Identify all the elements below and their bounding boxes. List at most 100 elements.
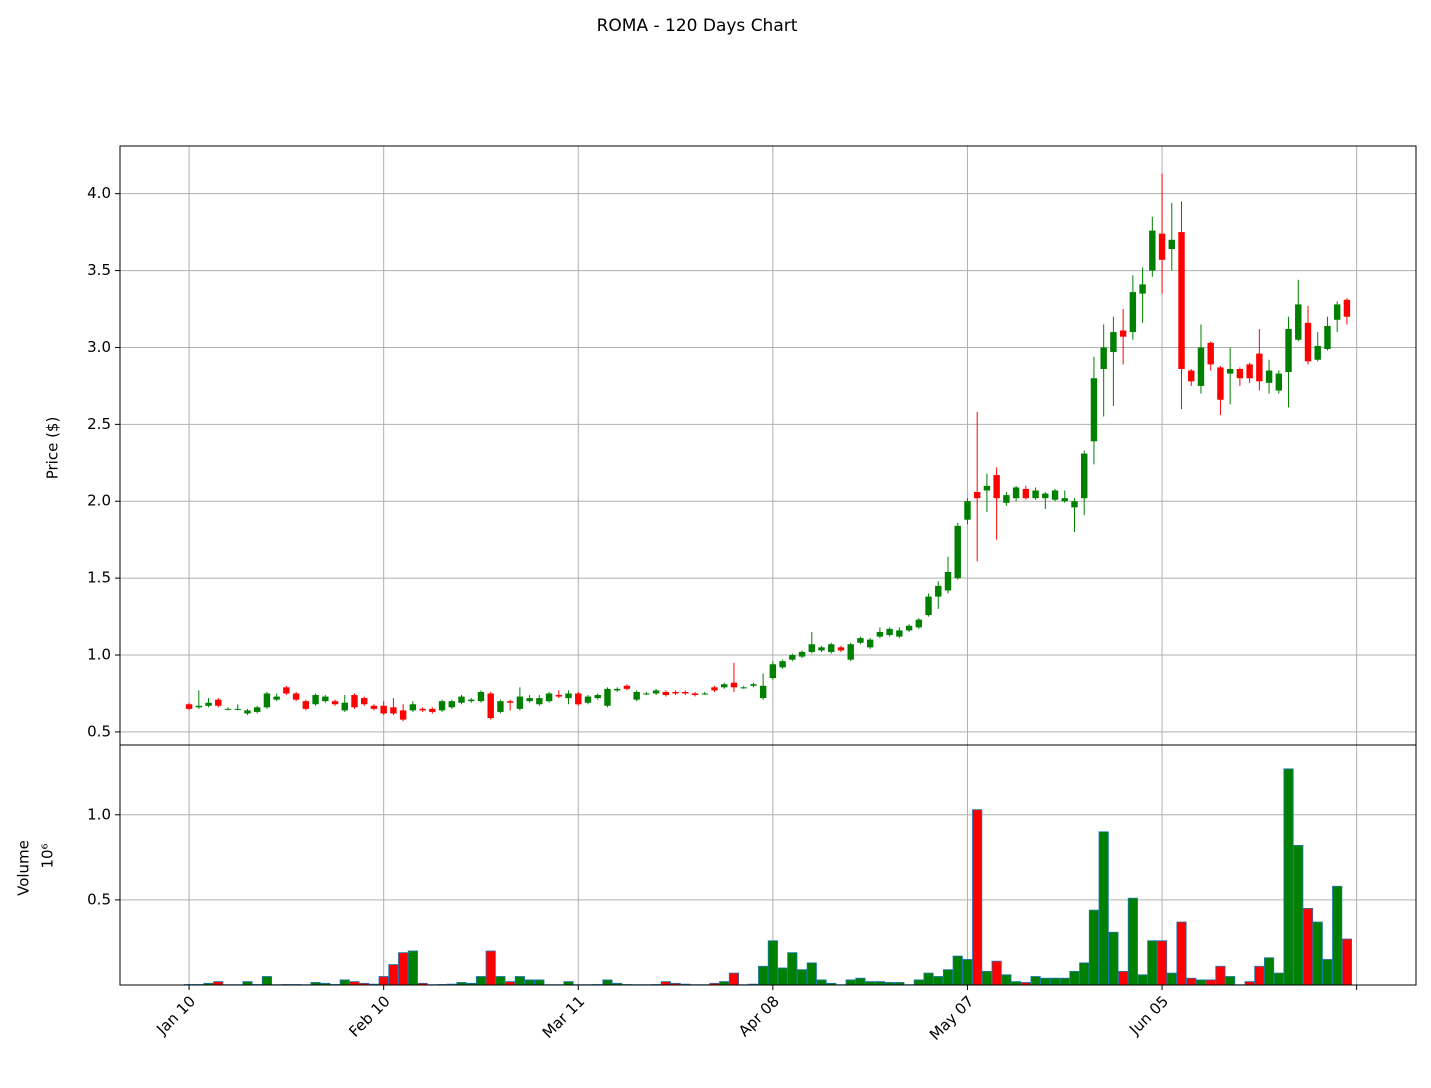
candle-body [789, 655, 795, 660]
candle-body [779, 661, 785, 667]
candle-body [1130, 292, 1136, 332]
volume-bar [1294, 845, 1303, 985]
y-tick-label: 0.5 [87, 890, 111, 908]
x-tick-label: May 07 [926, 992, 978, 1044]
candle-body [672, 692, 678, 694]
volume-bar [1255, 966, 1264, 985]
candle-body [925, 597, 931, 615]
volume-bar [797, 970, 806, 985]
candle-body [984, 486, 990, 491]
candle-body [497, 701, 503, 712]
candle-body [371, 706, 377, 709]
candle-body [1276, 374, 1282, 391]
candle-body [293, 693, 299, 699]
candle-body [692, 693, 698, 695]
candle-body [1256, 354, 1262, 382]
y-axis-label: Volume [15, 840, 33, 896]
volume-bar [1002, 975, 1011, 985]
volume-bar [1050, 978, 1059, 985]
x-tick-label: Apr 08 [735, 992, 783, 1040]
volume-bar [1089, 910, 1098, 985]
volume-bar [525, 980, 534, 985]
candle-body [244, 710, 250, 713]
candle-body [818, 647, 824, 650]
candle-body [731, 683, 737, 688]
volume-bar [1041, 978, 1050, 985]
x-tick-label: Feb 10 [345, 992, 393, 1040]
candle-body [1032, 490, 1038, 498]
y-axis-label: Price ($) [44, 417, 62, 480]
volume-bar [758, 966, 767, 985]
volume-bar [1206, 980, 1215, 985]
volume-bar [1128, 898, 1137, 985]
candle-body [332, 701, 338, 704]
candle-body [877, 632, 883, 637]
volume-bar [1313, 922, 1322, 985]
candle-body [1091, 378, 1097, 441]
candle-body [916, 620, 922, 628]
candle-body [1023, 489, 1029, 498]
volume-bar [1167, 973, 1176, 985]
volume-bar [768, 941, 777, 985]
candle-body [964, 501, 970, 519]
candle-body [886, 629, 892, 635]
candle-body [809, 644, 815, 652]
candle-body [235, 709, 241, 710]
candle-body [478, 692, 484, 701]
candle-body [215, 700, 221, 706]
volume-bar [1099, 832, 1108, 985]
volume-bar [398, 953, 407, 985]
y-tick-label: 2.0 [87, 492, 111, 510]
candle-body [507, 701, 513, 703]
candle-body [186, 704, 192, 709]
candle-body [585, 697, 591, 703]
volume-bar [943, 970, 952, 985]
candle-body [429, 709, 435, 712]
volume-bar [408, 951, 417, 985]
volume-bar [1196, 980, 1205, 985]
volume-bar [1070, 971, 1079, 985]
volume-bar [505, 982, 514, 985]
y-tick-label: 0.5 [87, 722, 111, 740]
volume-bar [1148, 941, 1157, 985]
candle-body [1120, 331, 1126, 337]
candle-body [565, 693, 571, 698]
candle-body [702, 693, 708, 694]
candle-body [390, 707, 396, 713]
candle-body [604, 689, 610, 706]
volume-bar [1031, 976, 1040, 985]
candle-body [663, 692, 669, 695]
candle-body [1237, 369, 1243, 378]
candle-body [750, 684, 756, 686]
volume-bar [924, 973, 933, 985]
candle-body [896, 630, 902, 636]
candle-body [546, 693, 552, 701]
volume-bar [992, 961, 1001, 985]
candle-body [993, 475, 999, 498]
candle-body [740, 687, 746, 688]
candle-body [1217, 367, 1223, 399]
candle-body [517, 697, 523, 709]
volume-bar [1333, 886, 1342, 985]
volume-bar [1216, 966, 1225, 985]
volume-bar [865, 982, 874, 985]
candle-body [361, 698, 367, 704]
candle-body [264, 693, 270, 707]
candle-body [1100, 347, 1106, 369]
candle-body [847, 644, 853, 659]
candle-body [614, 689, 620, 691]
candle-body [721, 684, 727, 687]
candle-body [303, 701, 309, 709]
candle-body [1227, 369, 1233, 374]
candle-body [799, 652, 805, 657]
candle-body [1295, 304, 1301, 339]
volume-bar [953, 956, 962, 985]
candle-body [857, 638, 863, 643]
volume-bar [1284, 769, 1293, 985]
y-tick-label: 3.0 [87, 338, 111, 356]
volume-bar [243, 982, 252, 985]
volume-bar [389, 965, 398, 985]
candle-body [1324, 326, 1330, 349]
volume-bar [807, 963, 816, 985]
y-tick-label: 1.0 [87, 646, 111, 664]
